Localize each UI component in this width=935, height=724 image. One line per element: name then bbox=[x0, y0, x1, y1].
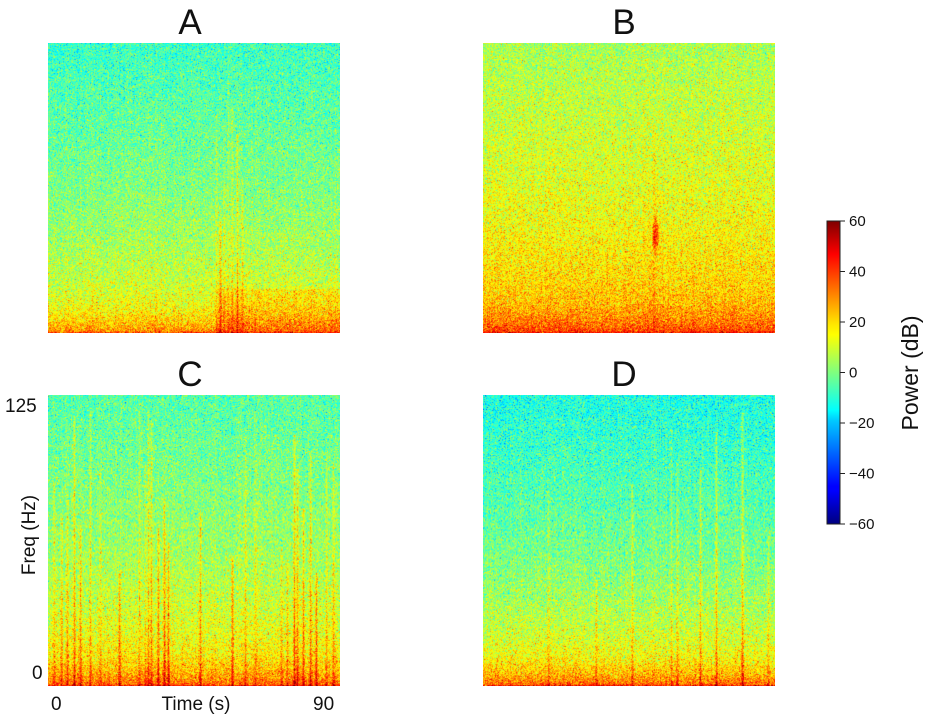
colorbar-tick-label: 40 bbox=[849, 264, 866, 281]
colorbar-tick-label: −40 bbox=[849, 466, 874, 483]
spectrogram-panel-b bbox=[483, 43, 775, 333]
y-tick-label-max: 125 bbox=[5, 396, 37, 417]
y-axis-label: Freq (Hz) bbox=[19, 495, 40, 575]
colorbar-tick-label: 60 bbox=[849, 213, 866, 230]
colorbar-tick-label: 20 bbox=[849, 314, 866, 331]
x-tick-label-min: 0 bbox=[51, 694, 62, 715]
spectrogram-image-d bbox=[483, 395, 775, 686]
x-axis-label: Time (s) bbox=[162, 694, 231, 715]
colorbar-tick-label: −60 bbox=[849, 516, 874, 533]
panel-title-c: C bbox=[177, 355, 202, 394]
x-tick-label-max: 90 bbox=[313, 694, 334, 715]
panel-title-d: D bbox=[611, 355, 636, 394]
colorbar-gradient bbox=[826, 220, 841, 525]
spectrogram-image-a bbox=[48, 43, 340, 333]
colorbar-ticks: 60 40 20 0 −20 −40 −60 bbox=[840, 213, 874, 533]
colorbar-tick-label: −20 bbox=[849, 415, 874, 432]
colorbar: 60 40 20 0 −20 −40 −60 Power (dB) bbox=[826, 213, 923, 533]
spectrogram-panel-a bbox=[48, 43, 340, 333]
colorbar-tick-label: 0 bbox=[849, 365, 857, 382]
y-tick-label-min: 0 bbox=[32, 663, 43, 684]
spectrogram-panel-d bbox=[483, 395, 775, 686]
panel-title-a: A bbox=[178, 3, 202, 42]
panel-title-b: B bbox=[612, 3, 635, 42]
colorbar-label: Power (dB) bbox=[897, 315, 923, 430]
spectrogram-image-c bbox=[48, 395, 340, 686]
spectrogram-image-b bbox=[483, 43, 775, 333]
spectrogram-panel-c bbox=[48, 395, 340, 686]
